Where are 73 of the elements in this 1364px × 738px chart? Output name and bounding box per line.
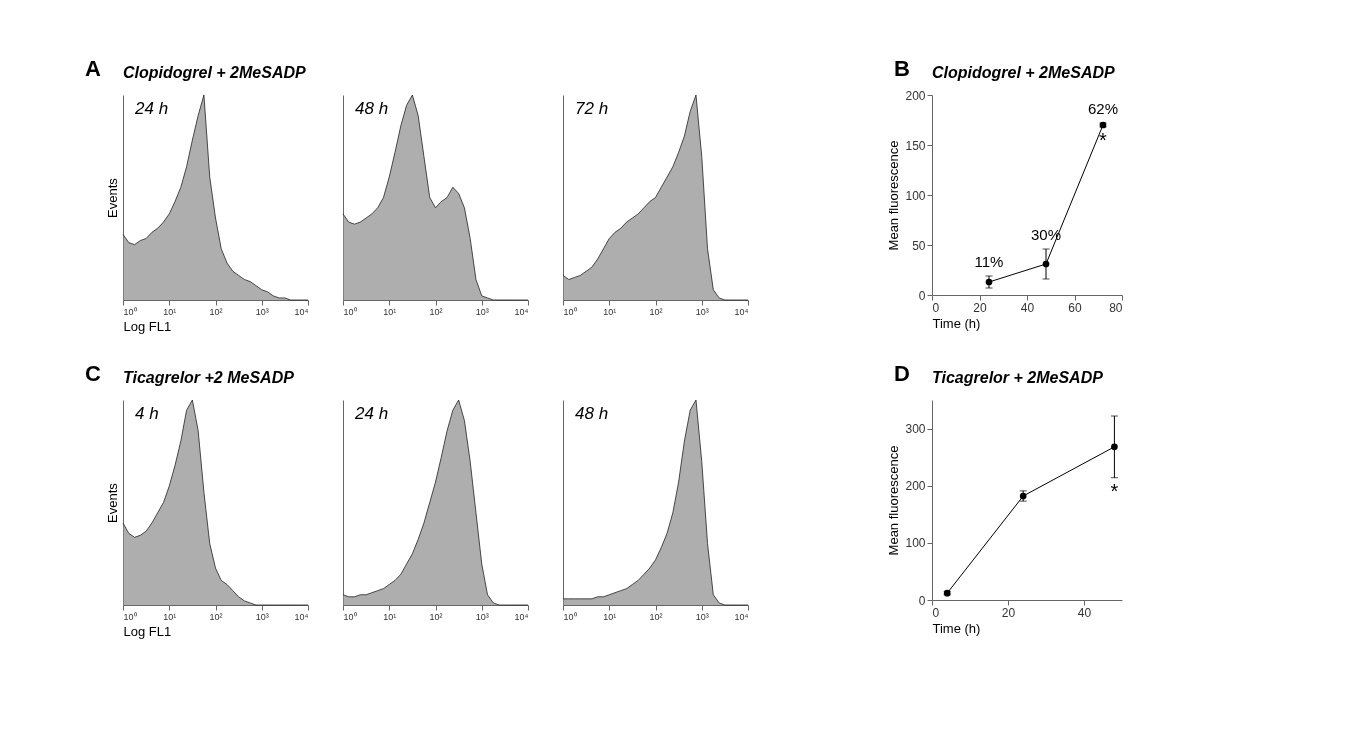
x-tick-label: 10³ <box>255 611 269 622</box>
chart-title: Ticagrelor + 2MeSADP <box>932 369 1104 386</box>
annotation: 62% <box>1087 100 1119 117</box>
x-tick-label: 10² <box>429 611 443 622</box>
y-tick-label: 0 <box>918 288 926 303</box>
chart-title: 4 h <box>135 404 159 423</box>
y-axis-title: Events <box>104 482 120 523</box>
x-tick-label: 40 <box>1077 605 1092 620</box>
annotation: 11% <box>974 253 1004 270</box>
x-tick-label: 10⁴ <box>294 306 309 317</box>
x-tick-label: 10⁰ <box>343 306 357 317</box>
text: Clopidogrel + 2MeSADP <box>123 64 307 81</box>
x-tick-label: 10³ <box>695 611 709 622</box>
x-tick-label: 20 <box>973 300 987 315</box>
text: A <box>85 56 101 81</box>
text: Ticagrelor +2 MeSADP <box>123 369 295 386</box>
x-tick-label: 10⁴ <box>514 611 529 622</box>
x-tick-label: 10³ <box>255 306 269 317</box>
chart-title: Clopidogrel + 2MeSADP <box>932 64 1116 81</box>
x-tick-label: 10⁰ <box>563 306 577 317</box>
chart-title: 24 h <box>134 99 169 118</box>
chart-title: 24 h <box>354 404 389 423</box>
x-tick-label: 10⁴ <box>734 306 749 317</box>
x-tick-label: 60 <box>1068 300 1082 315</box>
y-tick-label: 100 <box>905 536 926 551</box>
y-axis-title: Mean fluorescence <box>886 445 902 556</box>
x-tick-label: 10³ <box>475 611 489 622</box>
x-tick-label: 10² <box>649 306 663 317</box>
annotation: * <box>1099 129 1108 151</box>
x-tick-label: 0 <box>932 605 940 620</box>
x-axis-title: Time (h) <box>932 620 981 636</box>
x-tick-label: 10⁰ <box>123 306 137 317</box>
x-tick-label: 10¹ <box>603 611 617 622</box>
x-tick-label: 10⁰ <box>343 611 357 622</box>
x-tick-label: 10¹ <box>603 306 617 317</box>
y-tick-label: 200 <box>905 479 926 494</box>
text: C <box>85 361 101 386</box>
x-tick-label: 10² <box>209 306 223 317</box>
x-tick-label: 10⁴ <box>294 611 309 622</box>
x-tick-label: 10¹ <box>163 306 177 317</box>
x-tick-label: 80 <box>1109 300 1123 315</box>
text: B <box>894 56 910 81</box>
y-axis-title: Events <box>104 177 120 218</box>
x-axis-title: Log FL1 <box>123 623 172 639</box>
x-tick-label: 0 <box>932 300 940 315</box>
y-tick-label: 50 <box>912 238 926 253</box>
x-tick-label: 20 <box>1001 605 1016 620</box>
x-tick-label: 40 <box>1020 300 1035 315</box>
x-tick-label: 10⁴ <box>734 611 749 622</box>
x-tick-label: 10⁰ <box>123 611 137 622</box>
chart-title: 48 h <box>355 99 389 118</box>
x-tick-label: 10⁰ <box>563 611 577 622</box>
x-tick-label: 10³ <box>475 306 489 317</box>
y-tick-label: 300 <box>905 422 926 437</box>
chart-title: 48 h <box>575 404 609 423</box>
y-tick-label: 0 <box>918 593 926 608</box>
x-tick-label: 10³ <box>695 306 709 317</box>
chart-title: 72 h <box>575 99 609 118</box>
text: D <box>894 361 910 386</box>
x-tick-label: 10² <box>429 306 443 317</box>
annotation: * <box>1110 479 1119 502</box>
x-tick-label: 10² <box>209 611 223 622</box>
y-tick-label: 100 <box>905 188 926 203</box>
x-axis-title: Time (h) <box>932 315 981 331</box>
y-tick-label: 150 <box>905 138 926 153</box>
y-tick-label: 200 <box>905 88 926 103</box>
x-axis-title: Log FL1 <box>123 318 172 334</box>
x-tick-label: 10¹ <box>383 611 397 622</box>
x-tick-label: 10¹ <box>383 306 397 317</box>
x-tick-label: 10¹ <box>163 611 177 622</box>
x-tick-label: 10⁴ <box>514 306 529 317</box>
x-tick-label: 10² <box>649 611 663 622</box>
y-axis-title: Mean fluorescence <box>886 140 902 251</box>
